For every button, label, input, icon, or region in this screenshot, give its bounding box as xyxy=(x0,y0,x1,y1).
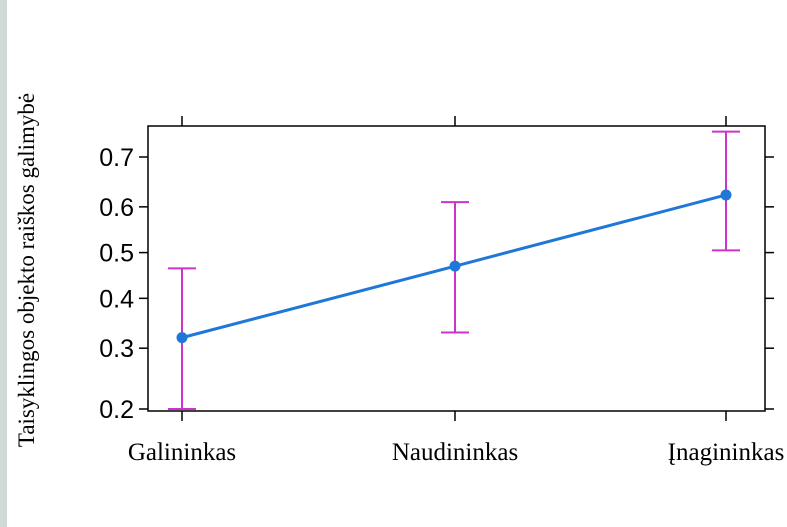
data-point xyxy=(720,189,732,201)
x-tick-label: Įnagininkas xyxy=(668,439,785,466)
y-axis-label: Taisyklingos objekto raiškos galimybė xyxy=(14,93,39,447)
data-point xyxy=(176,332,188,344)
y-axis: 0.2 0.3 0.4 0.5 0.6 0.7 xyxy=(99,144,774,424)
x-tick-label: Naudininkas xyxy=(392,439,518,466)
x-tick-label: Galininkas xyxy=(128,439,236,466)
plot-frame xyxy=(147,125,766,412)
y-tick-label: 0.3 xyxy=(99,335,134,363)
series-layer xyxy=(168,130,740,410)
y-tick-label: 0.6 xyxy=(99,194,134,222)
data-point xyxy=(449,260,461,272)
y-tick-label: 0.4 xyxy=(99,285,134,313)
y-tick-label: 0.2 xyxy=(99,396,134,424)
x-axis: Galininkas Naudininkas Įnagininkas xyxy=(128,116,784,466)
y-tick-label: 0.7 xyxy=(99,144,134,172)
y-tick-label: 0.5 xyxy=(99,240,134,268)
left-edge-strip xyxy=(0,0,7,527)
